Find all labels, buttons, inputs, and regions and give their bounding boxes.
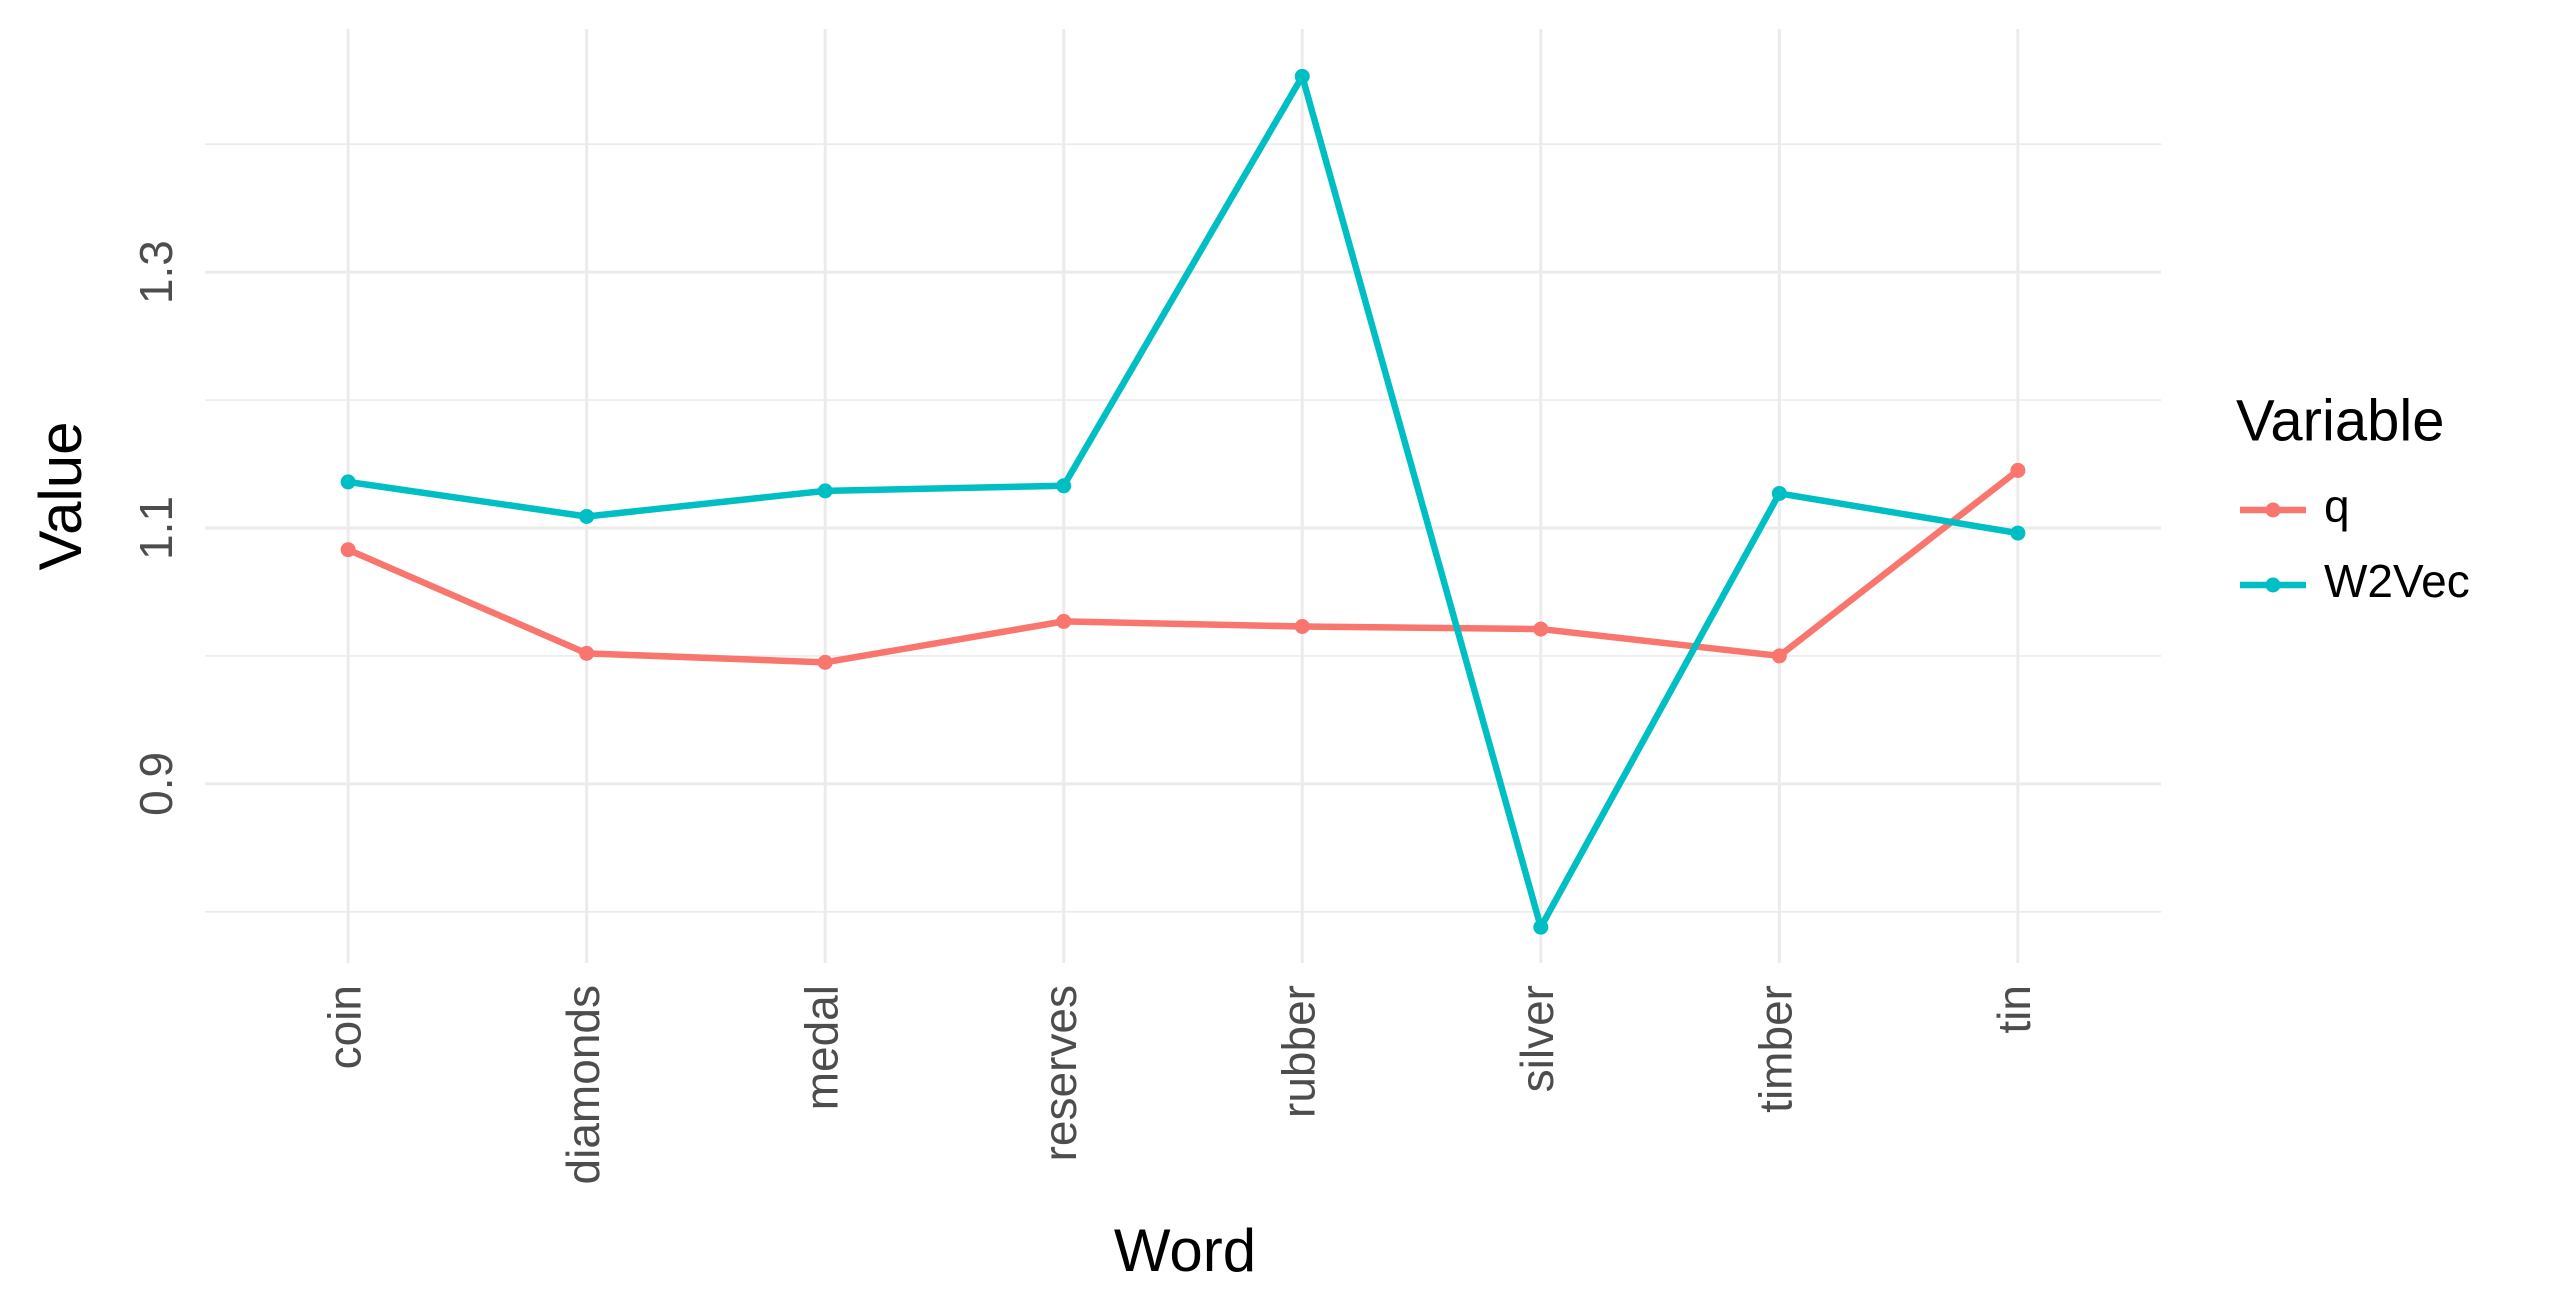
point <box>2010 525 2026 541</box>
legend-label: q <box>2324 480 2350 532</box>
y-tick-label: 1.1 <box>130 496 182 560</box>
point <box>1294 619 1310 635</box>
series-line <box>347 73 2019 931</box>
point <box>340 542 356 558</box>
legend-label: W2Vec <box>2324 555 2470 607</box>
point <box>817 483 833 499</box>
legend-title: Variable <box>2236 388 2445 453</box>
x-tick-label: tin <box>1988 985 2040 1034</box>
point <box>1533 621 1549 637</box>
y-axis-title: Value <box>27 421 94 570</box>
point <box>340 474 356 490</box>
point <box>1771 485 1787 501</box>
x-tick-label: reserves <box>1034 985 1086 1161</box>
y-tick-label: 1.3 <box>130 240 182 304</box>
point <box>1771 648 1787 664</box>
x-tick-label: diamonds <box>557 985 609 1184</box>
point <box>1533 919 1549 935</box>
point <box>817 654 833 670</box>
series-line <box>346 467 2020 666</box>
legend-key-point <box>2265 502 2281 518</box>
x-tick-label: coin <box>318 985 370 1069</box>
point <box>579 508 595 524</box>
y-tick-label: 0.9 <box>130 752 182 816</box>
legend-key-point <box>2265 577 2281 593</box>
point <box>1056 478 1072 494</box>
point <box>1294 68 1310 84</box>
x-tick-label: rubber <box>1272 985 1324 1118</box>
point <box>1056 613 1072 629</box>
x-tick-label: timber <box>1749 985 1801 1113</box>
x-axis-title: Word <box>1114 1217 1256 1284</box>
x-tick-label: silver <box>1511 985 1563 1092</box>
x-tick-label: medal <box>795 985 847 1110</box>
point <box>579 645 595 661</box>
point <box>2010 462 2026 478</box>
